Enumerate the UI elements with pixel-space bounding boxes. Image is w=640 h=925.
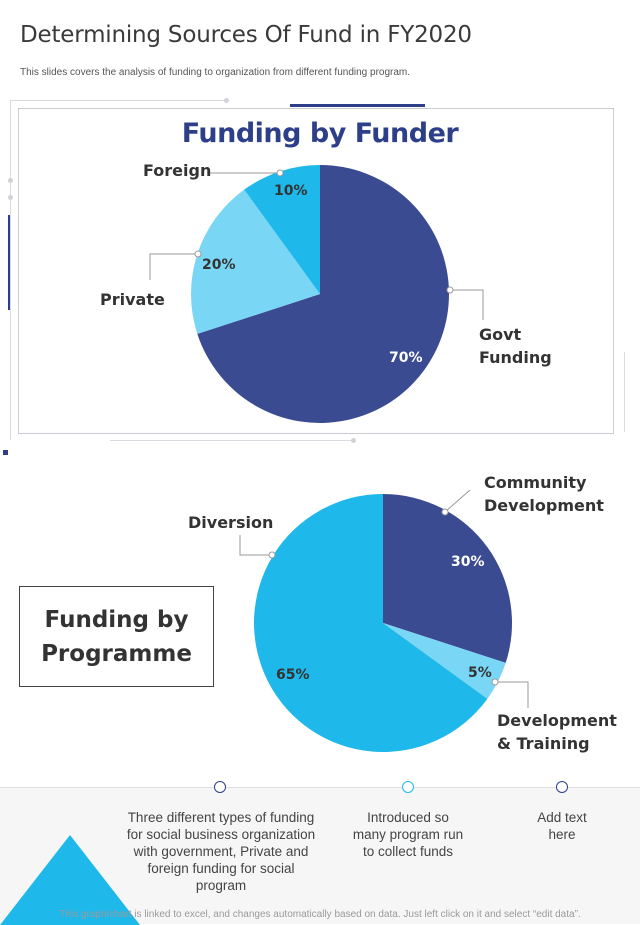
label-diversion: Diversion (188, 513, 274, 532)
slice-private[interactable] (191, 189, 320, 334)
leader-dot-govt (446, 286, 454, 294)
title-accent-bar (290, 104, 425, 107)
top-divider-line (10, 100, 228, 101)
programme-pie[interactable] (253, 494, 512, 753)
leader-training (495, 681, 529, 708)
footer-note: This graph/chart is linked to excel, and… (59, 909, 581, 920)
leader-community (444, 489, 471, 513)
pct-foreign: 10% (274, 183, 308, 199)
corner-triangle (0, 835, 140, 925)
leader-diversion (239, 535, 272, 556)
divider-dot (8, 195, 13, 200)
leader-govt (450, 289, 484, 320)
notes-band-line (0, 787, 640, 788)
funder-chart-title: Funding by Funder (181, 118, 459, 149)
programme-title-line-2: Programme (41, 640, 192, 667)
pct-community: 30% (451, 554, 485, 570)
right-divider-line (624, 352, 625, 432)
leader-dot-diversion (268, 551, 276, 559)
divider-dot (8, 178, 13, 183)
note-text-3: Add text here (537, 810, 587, 842)
label-community-development: Community Development (484, 473, 604, 515)
leader-lines (149, 169, 529, 708)
funder-chart-frame (18, 108, 614, 434)
label-development-training: Development & Training (497, 711, 617, 753)
pct-govt: 70% (389, 350, 423, 366)
pct-private: 20% (202, 257, 236, 273)
bottom-divider-line (110, 440, 355, 441)
leader-dot-community (441, 508, 449, 516)
note-text-1: Three different types of funding for soc… (126, 810, 316, 893)
label-private: Private (100, 290, 165, 309)
note-marker-1 (214, 781, 226, 793)
corner-square (3, 450, 8, 455)
left-divider-line (10, 100, 11, 440)
slice-diversion[interactable] (253, 494, 488, 753)
slice-govt-funding[interactable] (197, 165, 449, 423)
page-subtitle: This slides covers the analysis of fundi… (20, 67, 411, 78)
divider-dot (351, 438, 356, 443)
leader-private (149, 253, 198, 280)
leader-dot-training (491, 678, 499, 686)
note-marker-2 (402, 781, 414, 793)
funder-pie[interactable] (191, 165, 449, 423)
note-marker-3 (556, 781, 568, 793)
programme-chart-title: Funding by Programme (19, 586, 214, 687)
leader-dot-private (194, 250, 202, 258)
slice-foreign[interactable] (244, 165, 320, 294)
programme-title-line-1: Funding by (44, 606, 189, 633)
left-accent-bar (8, 215, 10, 310)
label-foreign: Foreign (143, 161, 212, 180)
page-title: Determining Sources Of Fund in FY2020 (20, 22, 472, 48)
leader-dot-foreign (276, 169, 284, 177)
divider-dot (224, 98, 229, 103)
pct-training: 5% (468, 665, 492, 681)
slice-community-development[interactable] (383, 494, 512, 663)
label-govt-funding: Govt Funding (479, 325, 552, 367)
slice-development-training[interactable] (383, 623, 506, 699)
pct-diversion: 65% (276, 667, 310, 683)
note-text-2: Introduced so many program run to collec… (352, 810, 464, 859)
